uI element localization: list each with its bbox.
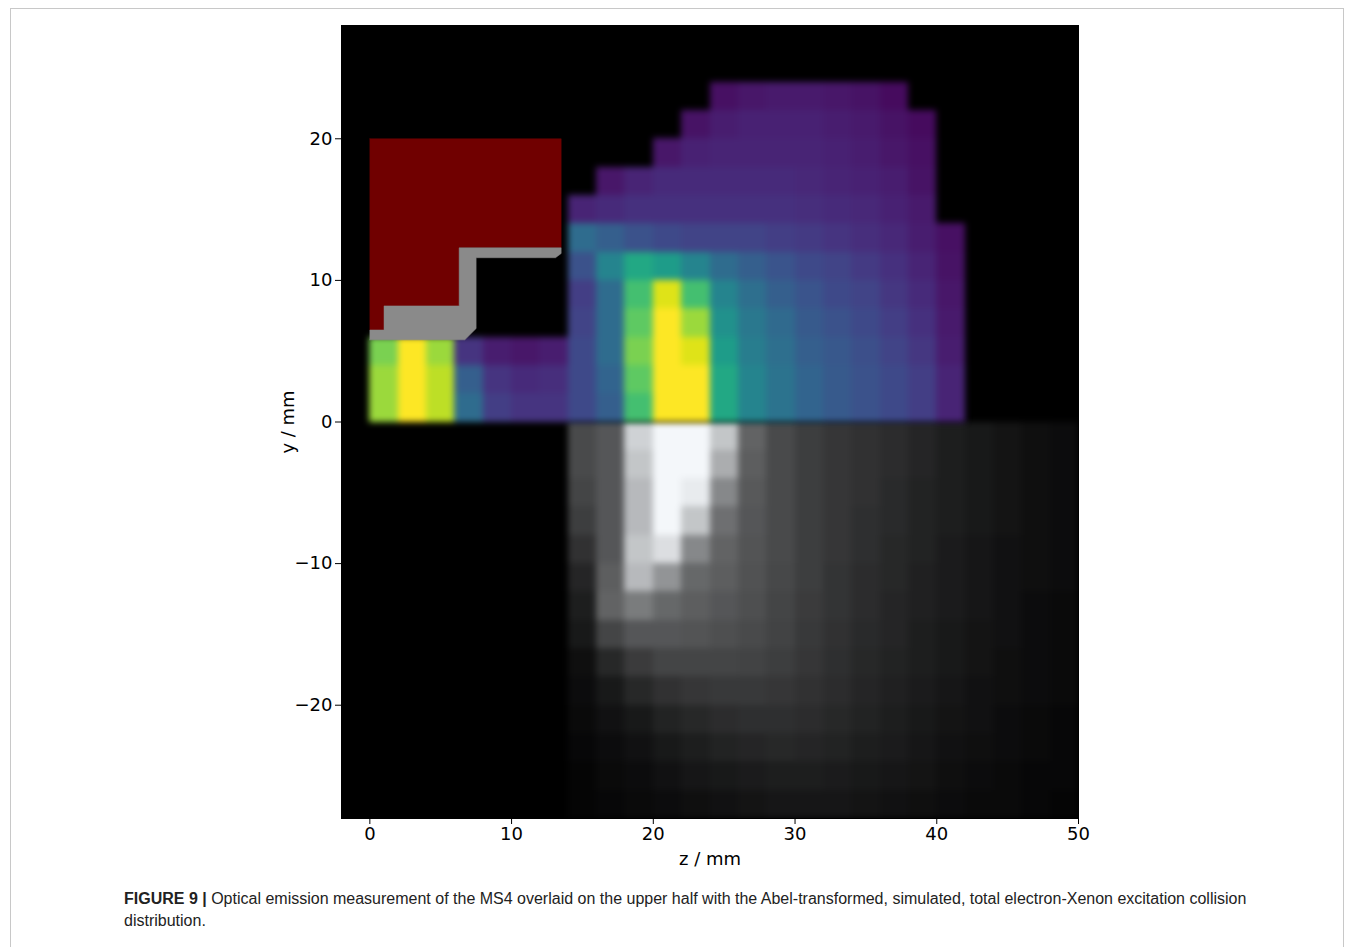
svg-text:30: 30 bbox=[784, 823, 807, 844]
svg-text:0: 0 bbox=[364, 823, 375, 844]
svg-text:10: 10 bbox=[310, 269, 333, 290]
svg-text:y / mm: y / mm bbox=[277, 390, 298, 453]
svg-text:0: 0 bbox=[321, 411, 332, 432]
svg-text:−10: −10 bbox=[295, 552, 333, 573]
svg-text:−20: −20 bbox=[295, 694, 333, 715]
svg-text:20: 20 bbox=[310, 128, 333, 149]
svg-text:10: 10 bbox=[500, 823, 523, 844]
svg-text:50: 50 bbox=[1067, 823, 1090, 844]
svg-text:40: 40 bbox=[925, 823, 948, 844]
svg-text:z / mm: z / mm bbox=[679, 848, 741, 869]
svg-text:20: 20 bbox=[642, 823, 665, 844]
html-text:FIGURE 9 | Optical emission me: FIGURE 9 | Optical emission measurement … bbox=[124, 890, 1247, 929]
